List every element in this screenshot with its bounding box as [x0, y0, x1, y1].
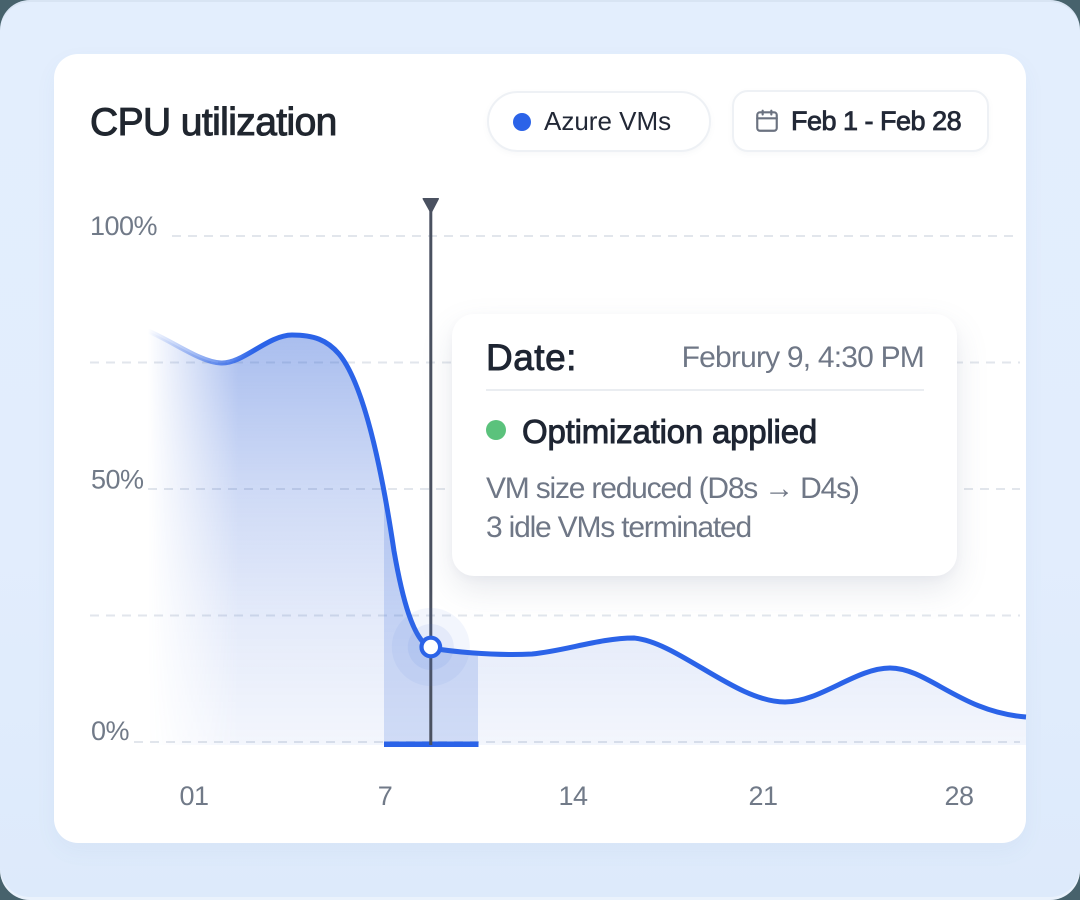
svg-text:14: 14	[558, 781, 588, 811]
svg-text:0%: 0%	[91, 716, 130, 746]
svg-text:01: 01	[179, 781, 208, 811]
svg-text:28: 28	[944, 781, 973, 811]
svg-text:7: 7	[378, 781, 393, 811]
svg-text:100%: 100%	[90, 211, 158, 241]
svg-text:21: 21	[748, 781, 777, 811]
svg-text:50%: 50%	[91, 465, 144, 495]
